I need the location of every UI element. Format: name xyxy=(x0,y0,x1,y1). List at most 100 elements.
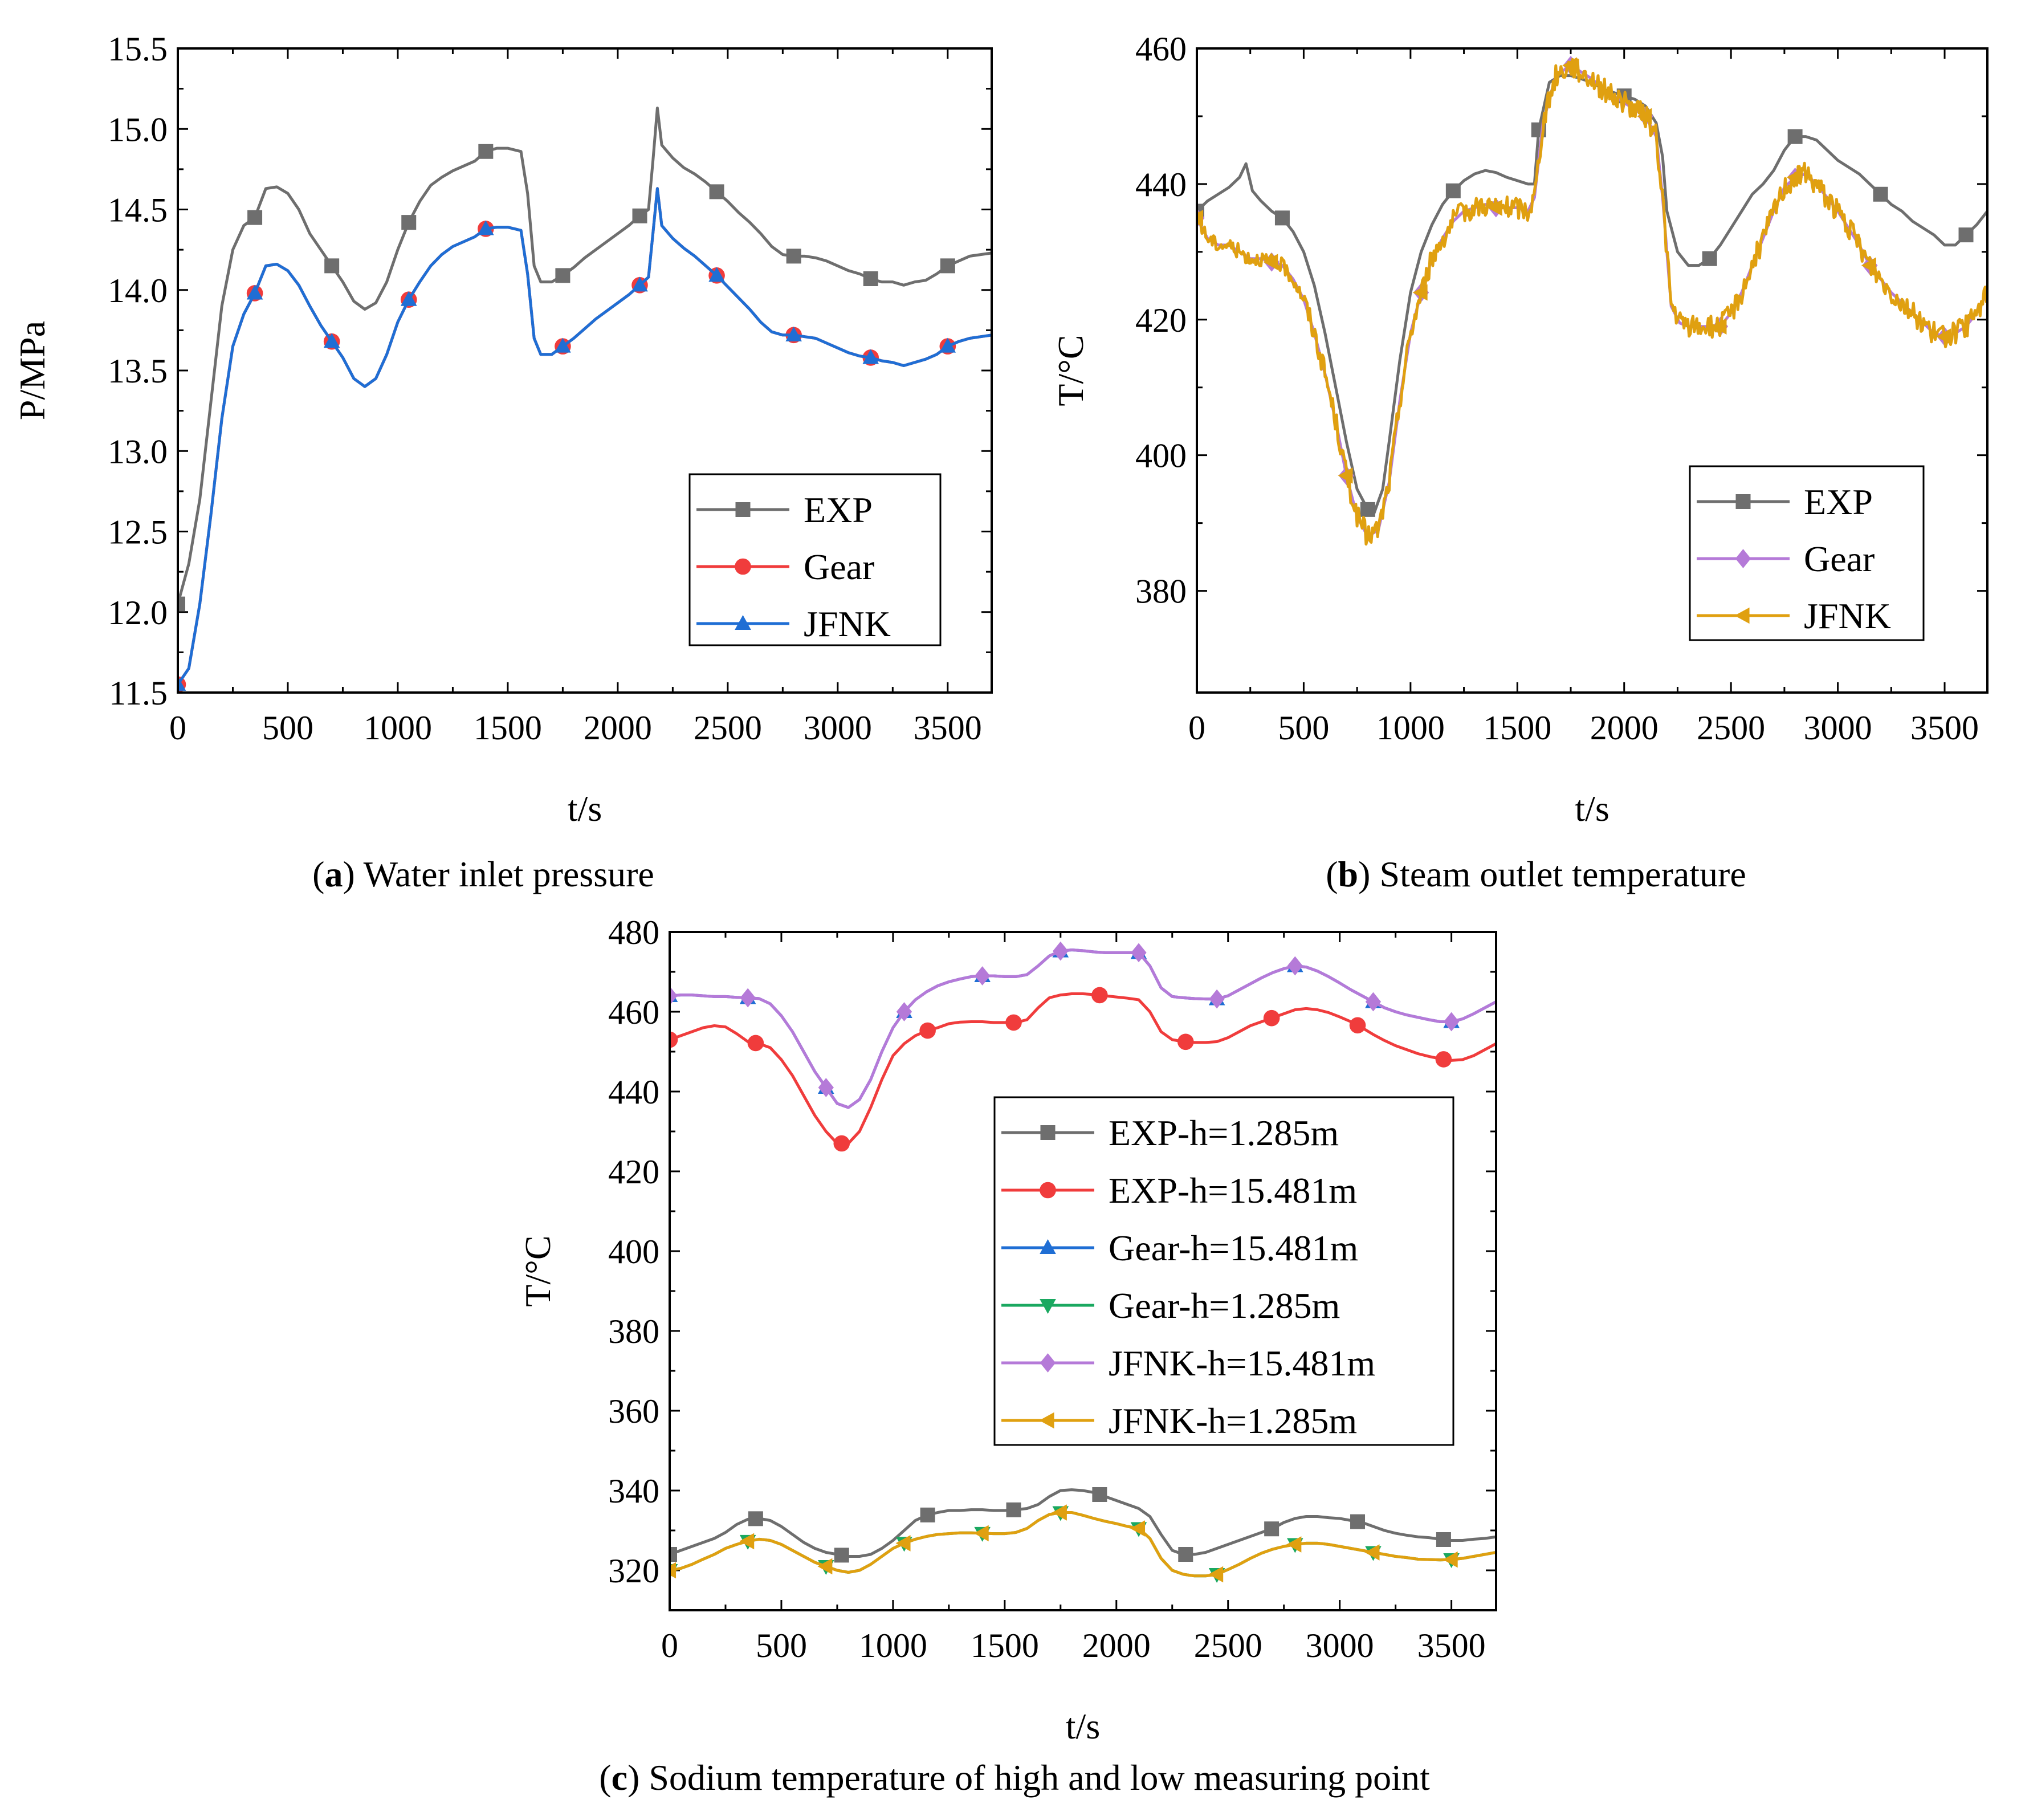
data-point xyxy=(1637,108,1652,125)
chart-a: 0 500 1000 1500 2000 2500 3000 3500 11.5 12.0 12.5… xyxy=(12,30,993,894)
data-point xyxy=(178,596,185,612)
data-point xyxy=(1130,1520,1146,1537)
x-tick-label: 500 xyxy=(262,709,313,747)
y-tick-label: 420 xyxy=(608,1153,659,1191)
data-point xyxy=(178,675,186,691)
data-point xyxy=(1006,1502,1021,1517)
data-point xyxy=(400,291,417,306)
series-line xyxy=(1197,58,1987,546)
data-point xyxy=(895,1535,911,1552)
series-line xyxy=(670,948,1496,1109)
legend: EXP Gear JFNK xyxy=(688,473,942,646)
y-tick-label: 460 xyxy=(1135,30,1187,68)
x-tick-label: 3000 xyxy=(804,709,872,747)
x-tick-label: 2500 xyxy=(694,709,762,747)
data-point xyxy=(1208,1566,1224,1583)
legend-swatch-marker xyxy=(735,558,751,575)
data-point xyxy=(1263,1009,1280,1027)
data-point xyxy=(401,215,417,230)
data-point xyxy=(1436,1532,1451,1548)
series-EXP-h=15.481m xyxy=(670,987,1496,1152)
data-point xyxy=(1264,1521,1280,1537)
data-point xyxy=(1274,210,1290,226)
data-point xyxy=(739,1533,755,1550)
data-point xyxy=(1712,318,1727,335)
data-point xyxy=(708,267,725,282)
series-line xyxy=(178,107,992,605)
legend-label: EXP xyxy=(1804,482,1873,522)
figure-caption: (a) Water inlet pressure xyxy=(312,854,654,894)
x-tick-label: 2500 xyxy=(1194,1627,1262,1664)
data-point xyxy=(1487,199,1502,216)
series-EXP xyxy=(178,107,992,612)
legend-swatch-marker xyxy=(1040,1239,1056,1255)
series-JFNK-h=1.285m xyxy=(670,1504,1496,1583)
data-point xyxy=(1350,1514,1366,1529)
data-point xyxy=(1178,1547,1193,1562)
y-tick-label: 360 xyxy=(608,1393,659,1430)
chart-c: 0 500 1000 1500 2000 2500 3000 3500 320 340 360 380… xyxy=(518,914,1497,1798)
y-tick-label: 380 xyxy=(1135,573,1187,610)
x-tick-label: 2500 xyxy=(1697,709,1765,747)
data-point xyxy=(786,249,801,264)
x-tick-label: 1500 xyxy=(474,709,542,747)
legend-box xyxy=(688,473,942,646)
legend-swatch-marker xyxy=(1040,1125,1056,1140)
data-point xyxy=(709,184,724,199)
series-Gear-h=1.285m xyxy=(670,1506,1496,1583)
data-point xyxy=(478,144,494,159)
legend-label: JFNK xyxy=(1804,596,1891,636)
data-point xyxy=(863,271,878,286)
data-point xyxy=(247,210,263,225)
data-point xyxy=(1435,1051,1452,1068)
data-point xyxy=(748,1511,763,1526)
legend-label: JFNK-h=15.481m xyxy=(1109,1343,1375,1383)
legend-swatch-marker xyxy=(1039,1412,1054,1429)
legend-label: JFNK xyxy=(804,604,891,644)
y-tick-label: 400 xyxy=(1135,437,1187,475)
series-line xyxy=(1197,74,1987,515)
y-tick-label: 14.0 xyxy=(108,272,168,310)
x-axis-label: t/s xyxy=(1066,1706,1100,1746)
legend-swatch-marker xyxy=(735,615,751,630)
data-point xyxy=(1287,956,1303,976)
legend-label: Gear xyxy=(1804,539,1875,579)
y-tick-label: 340 xyxy=(608,1472,659,1510)
data-point xyxy=(1936,328,1951,345)
plot-frame xyxy=(1196,47,1989,694)
legend: EXP-h=1.285m EXP-h=15.481m Gear-h=15.481m G… xyxy=(993,1096,1454,1446)
data-point xyxy=(833,1135,850,1152)
y-tick-label: 460 xyxy=(608,994,659,1031)
figure-caption: (c) Sodium temperature of high and low m… xyxy=(599,1757,1430,1798)
figure-caption: (b) Steam outlet temperature xyxy=(1326,854,1746,894)
y-tick-label: 13.0 xyxy=(108,433,168,470)
series-line xyxy=(670,1511,1496,1578)
y-tick-label: 12.5 xyxy=(108,514,168,551)
series-EXP-h=1.285m xyxy=(670,1487,1496,1563)
x-tick-label: 0 xyxy=(1188,709,1205,747)
y-tick-label: 13.5 xyxy=(108,352,168,390)
y-tick-label: 12.0 xyxy=(108,594,168,632)
series-EXP xyxy=(1197,74,1987,517)
data-point xyxy=(1338,467,1353,484)
x-tick-label: 3000 xyxy=(1306,1627,1374,1664)
chart-b: 0 500 1000 1500 2000 2500 3000 3500 380 400 420 440… xyxy=(1050,30,1989,894)
data-point xyxy=(1349,1017,1366,1034)
data-point xyxy=(1445,183,1461,198)
legend: EXP Gear JFNK xyxy=(1689,465,1925,641)
x-tick-label: 1500 xyxy=(971,1627,1039,1664)
data-point xyxy=(1209,989,1225,1009)
data-point xyxy=(1005,1014,1022,1031)
y-tick-label: 11.5 xyxy=(109,674,168,712)
data-point xyxy=(1443,1012,1460,1032)
x-tick-label: 500 xyxy=(1278,709,1329,747)
x-tick-label: 3500 xyxy=(1417,1627,1486,1664)
data-point xyxy=(973,1525,989,1542)
legend-label: JFNK-h=1.285m xyxy=(1109,1400,1357,1441)
data-point xyxy=(1861,257,1876,274)
x-tick-label: 3500 xyxy=(1910,709,1979,747)
data-point xyxy=(920,1507,935,1522)
y-tick-label: 400 xyxy=(608,1233,659,1271)
data-point xyxy=(818,1078,834,1097)
